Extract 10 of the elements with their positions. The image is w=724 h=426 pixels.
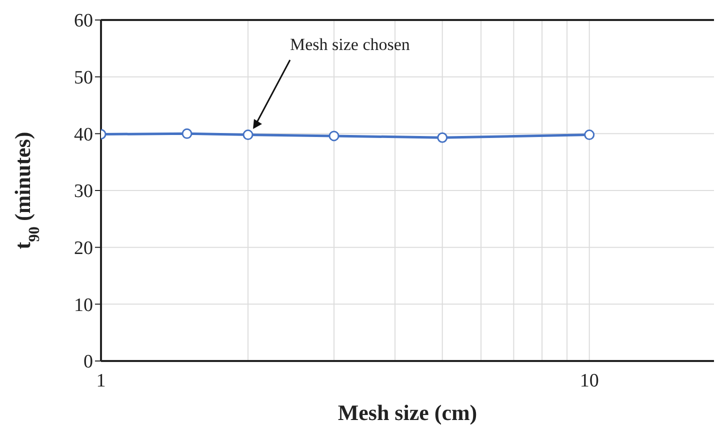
x-tick-label: 1 xyxy=(96,370,106,392)
y-tick-label: 0 xyxy=(84,352,93,373)
annotation: Mesh size chosen xyxy=(290,35,410,54)
y-tick-label: 20 xyxy=(74,238,93,260)
y-tick-label: 60 xyxy=(74,10,93,32)
y-tick-label: 30 xyxy=(74,181,93,202)
y-tick-label: 10 xyxy=(74,294,93,316)
x-axis-title: Mesh size (cm) xyxy=(338,400,478,425)
y-tick-label: 50 xyxy=(74,68,93,89)
y-tick-label: 40 xyxy=(74,124,93,146)
